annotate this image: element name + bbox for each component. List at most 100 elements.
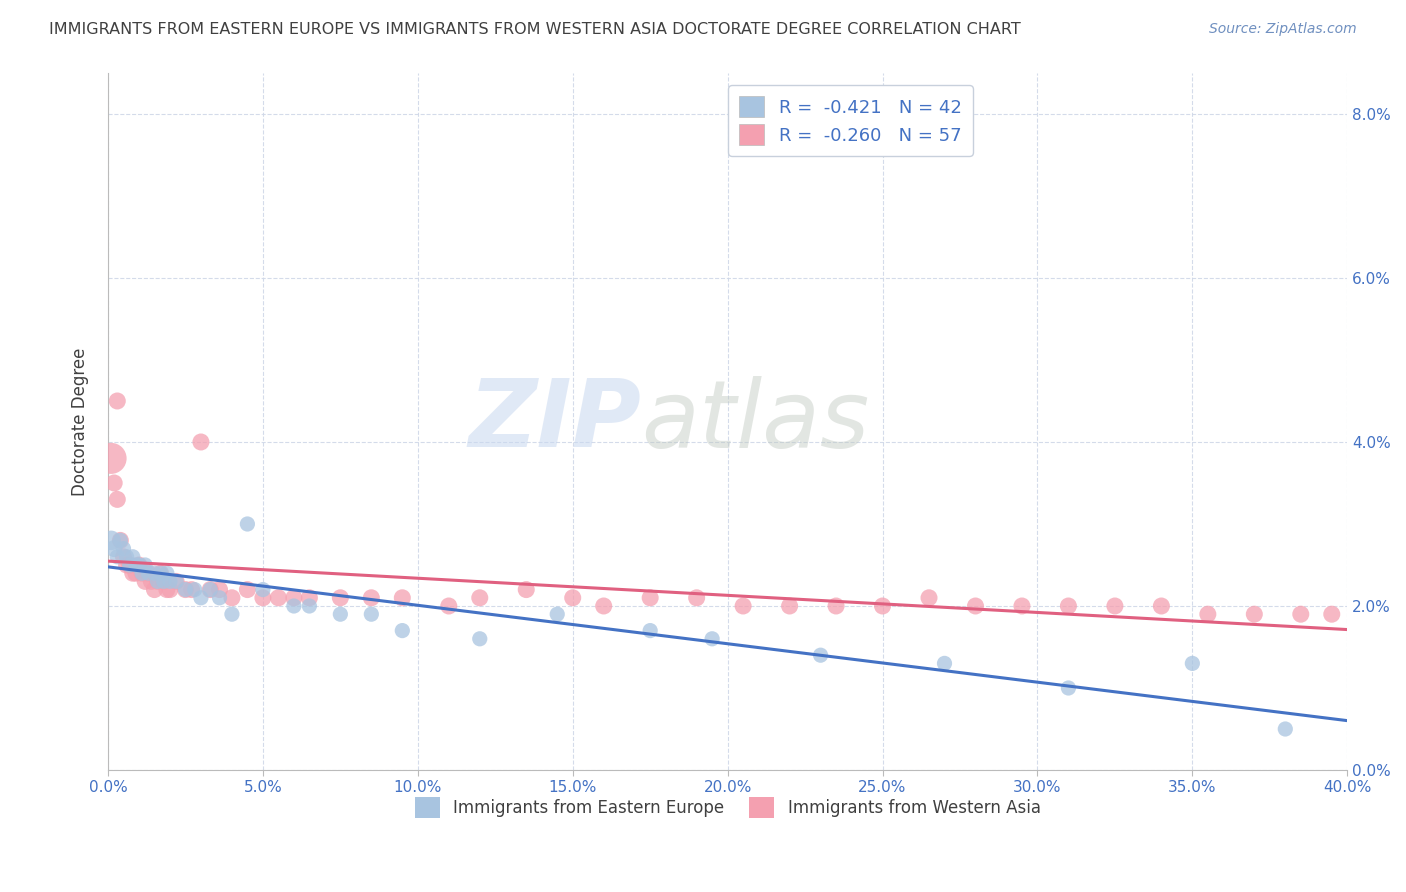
Point [200,582,222,597]
Point [110,533,132,548]
Point [638,591,661,605]
Point [190,435,212,450]
Point [180,582,202,597]
Point [115,549,138,564]
Point [165,574,187,589]
Point [236,516,259,531]
Point [159,582,181,597]
Point [700,632,723,646]
Point [131,566,153,581]
Point [918,591,941,605]
Point [360,607,382,622]
Point [143,582,166,597]
Point [298,591,321,605]
Point [1243,607,1265,622]
Point [592,599,614,613]
Point [118,558,141,572]
Point [221,591,243,605]
Point [100,451,122,466]
Point [115,558,138,572]
Point [103,541,125,556]
Point [468,591,491,605]
Point [121,549,143,564]
Point [1150,599,1173,613]
Point [1057,681,1080,695]
Point [190,591,212,605]
Point [105,492,128,507]
Point [136,566,159,581]
Point [156,582,179,597]
Point [252,591,274,605]
Point [121,566,143,581]
Point [152,574,174,589]
Point [1197,607,1219,622]
Point [134,558,156,572]
Legend: Immigrants from Eastern Europe, Immigrants from Western Asia: Immigrants from Eastern Europe, Immigran… [408,790,1047,824]
Point [561,591,583,605]
Point [267,591,290,605]
Point [118,558,141,572]
Point [437,599,460,613]
Point [965,599,987,613]
Point [134,574,156,589]
Text: atlas: atlas [641,376,869,467]
Point [685,591,707,605]
Point [1011,599,1033,613]
Point [872,599,894,613]
Point [283,599,305,613]
Point [149,566,172,581]
Point [391,624,413,638]
Point [174,582,197,597]
Point [391,591,413,605]
Point [100,533,122,548]
Point [141,574,163,589]
Point [105,549,128,564]
Point [1289,607,1312,622]
Point [329,607,352,622]
Point [131,566,153,581]
Point [152,574,174,589]
Point [125,566,148,581]
Point [934,657,956,671]
Point [146,574,169,589]
Point [1320,607,1343,622]
Point [112,541,135,556]
Point [112,549,135,564]
Point [298,599,321,613]
Point [110,533,132,548]
Point [208,582,231,597]
Point [174,582,197,597]
Point [143,566,166,581]
Point [128,558,150,572]
Point [810,648,832,663]
Point [468,632,491,646]
Text: ZIP: ZIP [468,376,641,467]
Point [184,582,207,597]
Point [825,599,848,613]
Point [283,591,305,605]
Point [779,599,801,613]
Point [252,582,274,597]
Point [1057,599,1080,613]
Point [1104,599,1126,613]
Point [236,582,259,597]
Point [221,607,243,622]
Y-axis label: Doctorate Degree: Doctorate Degree [72,347,89,496]
Point [329,591,352,605]
Point [103,475,125,490]
Text: IMMIGRANTS FROM EASTERN EUROPE VS IMMIGRANTS FROM WESTERN ASIA DOCTORATE DEGREE : IMMIGRANTS FROM EASTERN EUROPE VS IMMIGR… [49,22,1021,37]
Point [638,624,661,638]
Point [515,582,537,597]
Point [146,574,169,589]
Point [200,582,222,597]
Point [733,599,755,613]
Point [1181,657,1204,671]
Point [165,574,187,589]
Point [128,558,150,572]
Point [156,566,179,581]
Text: Source: ZipAtlas.com: Source: ZipAtlas.com [1209,22,1357,37]
Point [125,558,148,572]
Point [149,566,172,581]
Point [159,574,181,589]
Point [1274,722,1296,736]
